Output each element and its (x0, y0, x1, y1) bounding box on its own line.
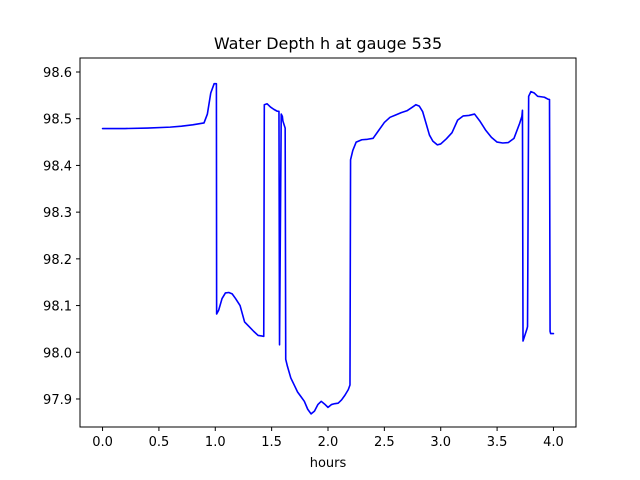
y-tick-label: 98.5 (43, 113, 72, 128)
x-tick-label: 3.5 (487, 435, 508, 450)
x-tick-label: 0.5 (149, 435, 170, 450)
y-tick-label: 97.9 (43, 393, 72, 408)
x-axis: 0.0 0.5 1.0 1.5 2.0 2.5 3.0 3.5 4.0 (92, 427, 564, 450)
chart-title: Water Depth h at gauge 535 (214, 34, 442, 53)
y-tick-label: 98.3 (43, 206, 72, 221)
y-tick-label: 98.2 (43, 253, 72, 268)
x-tick-label: 3.0 (430, 435, 451, 450)
y-tick-label: 98.4 (43, 159, 72, 174)
series-line-0 (101, 82, 555, 415)
axes-frame (79, 57, 577, 428)
x-tick-label: 4.0 (543, 435, 564, 450)
y-tick-label: 98.1 (43, 300, 72, 315)
x-tick-label: 0.0 (92, 435, 113, 450)
x-axis-label: hours (310, 456, 347, 471)
y-axis: 97.9 98.0 98.1 98.2 98.3 98.4 98.5 98.6 (43, 66, 80, 408)
x-tick-label: 1.0 (205, 435, 226, 450)
x-tick-label: 2.0 (318, 435, 339, 450)
x-tick-label: 1.5 (261, 435, 282, 450)
y-tick-label: 98.0 (43, 346, 72, 361)
y-tick-label: 98.6 (43, 66, 72, 81)
x-tick-label: 2.5 (374, 435, 395, 450)
plot-area (101, 82, 555, 415)
